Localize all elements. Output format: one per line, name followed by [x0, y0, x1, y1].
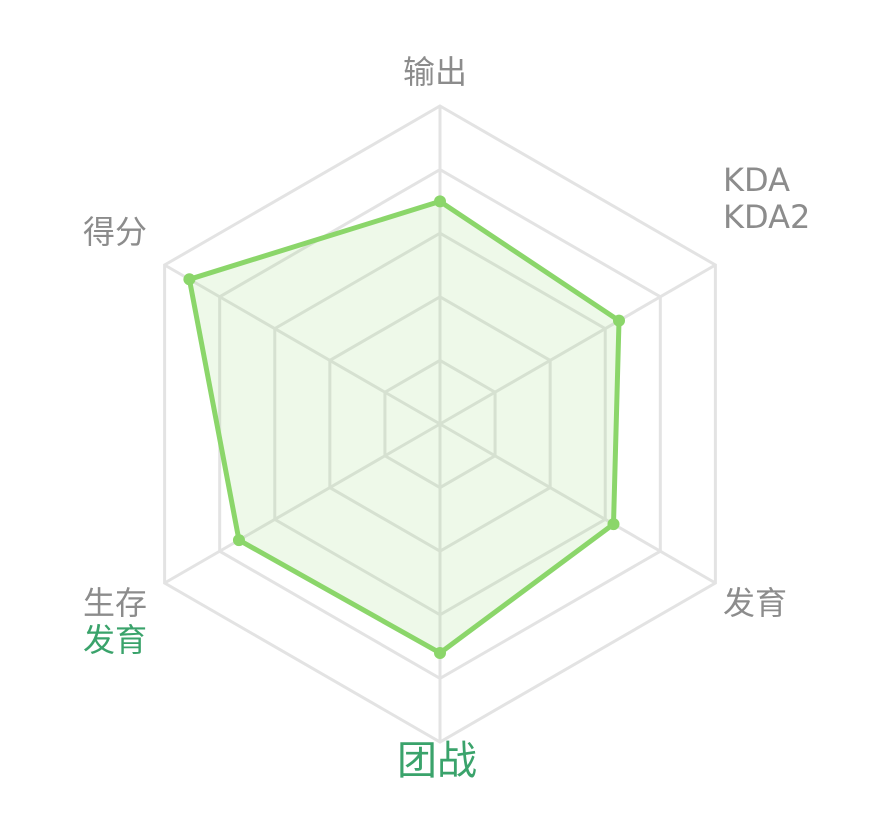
- axis-label-output: 输出: [403, 53, 468, 91]
- series-area-0: [186, 198, 622, 656]
- grid-spoke-5: [163, 263, 441, 426]
- series-point-4: [232, 534, 245, 547]
- axis-label-kda-line2: KDA2: [723, 197, 811, 236]
- axis-label-teamfight: 团战: [397, 738, 477, 784]
- series-point-1: [613, 314, 626, 327]
- grid-spoke-1: [439, 263, 717, 426]
- series-point-0: [434, 195, 446, 208]
- grid-spoke-4: [163, 422, 441, 585]
- axis-label-kda: KDA KDA2: [723, 162, 810, 236]
- series-point-3: [434, 646, 446, 659]
- axis-label-develop: 发育: [723, 584, 788, 622]
- series-point-2: [607, 518, 620, 531]
- axis-label-survive-line2: 发育: [83, 620, 148, 659]
- grid-spoke-2: [439, 422, 717, 585]
- series-point-5: [183, 273, 196, 286]
- axis-label-score: 得分: [83, 213, 148, 251]
- axis-label-kda-line1: KDA: [723, 161, 790, 199]
- axis-label-survive-line1: 生存: [83, 584, 148, 622]
- axis-label-survive: 生存 发育: [83, 585, 147, 659]
- radar-grid: [163, 104, 717, 744]
